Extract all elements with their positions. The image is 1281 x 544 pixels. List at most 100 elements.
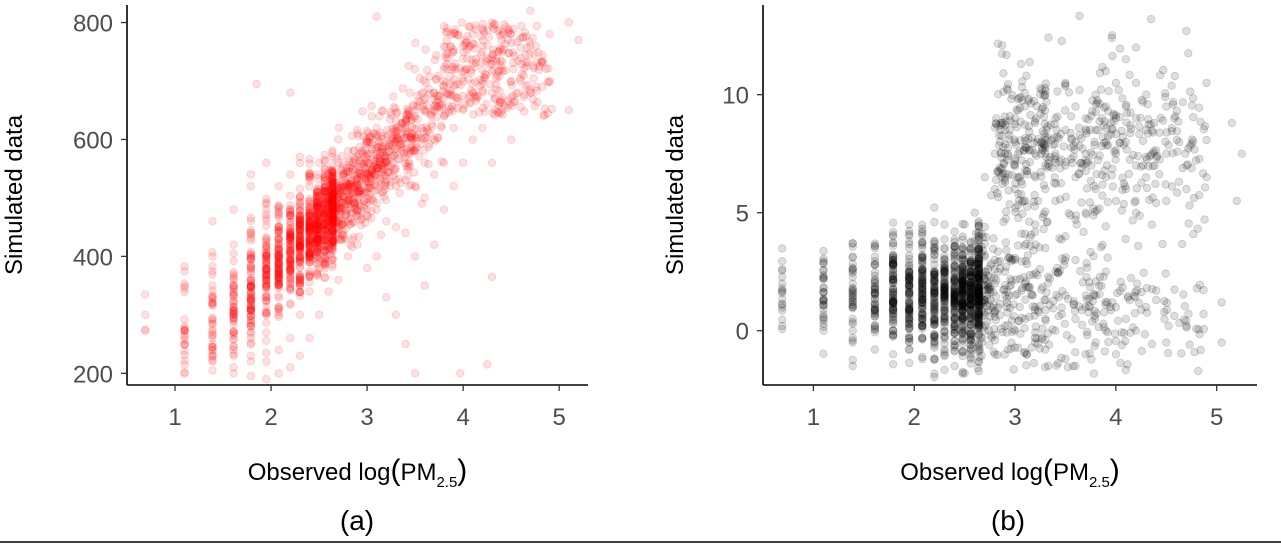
data-point (888, 232, 898, 241)
data-point (1060, 106, 1070, 115)
data-point (1010, 137, 1020, 147)
data-point (1082, 259, 1091, 268)
data-point (401, 176, 410, 185)
data-point (1103, 298, 1112, 307)
data-point (332, 203, 341, 213)
data-point (1170, 311, 1179, 321)
data-point (1116, 358, 1125, 368)
data-point (848, 314, 857, 324)
data-point (574, 35, 583, 45)
data-point (356, 220, 366, 230)
data-point (295, 240, 305, 249)
data-point (918, 321, 927, 331)
data-point (848, 284, 857, 293)
data-point (498, 66, 508, 76)
data-point (1107, 33, 1117, 43)
data-point (274, 303, 283, 312)
data-point (389, 92, 398, 101)
data-point (358, 107, 367, 116)
data-point (391, 310, 401, 319)
data-point (324, 240, 333, 249)
data-point (1098, 191, 1107, 200)
open-paren: ( (390, 454, 400, 487)
data-point (313, 224, 322, 233)
data-point (324, 199, 333, 208)
data-point (960, 279, 969, 288)
data-point (1010, 255, 1020, 265)
data-point (1061, 125, 1070, 135)
data-point (1141, 173, 1151, 182)
data-point (252, 79, 261, 89)
data-point (1069, 152, 1078, 161)
data-point (905, 345, 914, 354)
data-point (246, 372, 256, 381)
x-tick-label: 2 (908, 404, 921, 431)
data-point (437, 104, 446, 113)
data-point (286, 209, 295, 218)
data-point (457, 18, 466, 27)
data-point (208, 293, 217, 302)
data-point (325, 197, 334, 207)
data-point (335, 202, 345, 212)
data-point (819, 305, 828, 314)
data-point (305, 169, 314, 178)
data-point (229, 313, 238, 323)
data-point (905, 305, 914, 314)
data-point (888, 218, 898, 227)
data-point (1025, 271, 1034, 280)
data-point (1125, 70, 1134, 80)
data-point (262, 264, 271, 273)
data-point (1113, 288, 1122, 298)
data-point (416, 97, 425, 106)
data-point (229, 269, 238, 279)
data-point (1089, 211, 1098, 220)
data-point (334, 158, 343, 167)
data-point (449, 45, 458, 55)
data-point (950, 227, 959, 236)
data-point (328, 203, 337, 212)
x-tick-label: 3 (1008, 404, 1021, 431)
data-point (320, 233, 329, 242)
data-point (1151, 198, 1161, 208)
data-point (434, 71, 443, 80)
data-point (286, 284, 295, 294)
data-point (314, 263, 324, 273)
x-axis-title-subscript: 2.5 (436, 474, 457, 491)
data-point (489, 24, 498, 34)
data-point (372, 123, 381, 132)
data-point (295, 210, 305, 220)
data-point (180, 326, 189, 335)
data-point (448, 48, 457, 57)
data-point (1061, 354, 1070, 364)
data-point (1081, 125, 1090, 134)
data-point (328, 236, 337, 245)
data-point (437, 157, 446, 166)
data-point (274, 242, 283, 252)
data-point (328, 181, 337, 190)
data-point (274, 234, 283, 243)
data-point (313, 214, 322, 224)
data-point (274, 345, 283, 355)
data-point (180, 262, 189, 271)
x-axis-title-variable: PM (400, 459, 436, 486)
data-point (1194, 103, 1204, 112)
data-point (1010, 184, 1020, 194)
data-point (246, 319, 256, 328)
data-point (208, 299, 217, 308)
data-point (1101, 102, 1110, 111)
data-point (1200, 215, 1209, 224)
data-point (362, 187, 372, 197)
data-point (295, 270, 305, 280)
data-point (1037, 143, 1047, 152)
data-point (274, 293, 283, 302)
data-point (495, 86, 504, 96)
data-point (1174, 177, 1184, 186)
data-point (305, 238, 314, 247)
data-point (421, 133, 430, 142)
data-point (360, 168, 369, 177)
data-point (1111, 149, 1121, 158)
data-point (343, 217, 353, 226)
data-point (286, 221, 295, 230)
data-point (1006, 344, 1016, 353)
data-point (974, 366, 983, 376)
